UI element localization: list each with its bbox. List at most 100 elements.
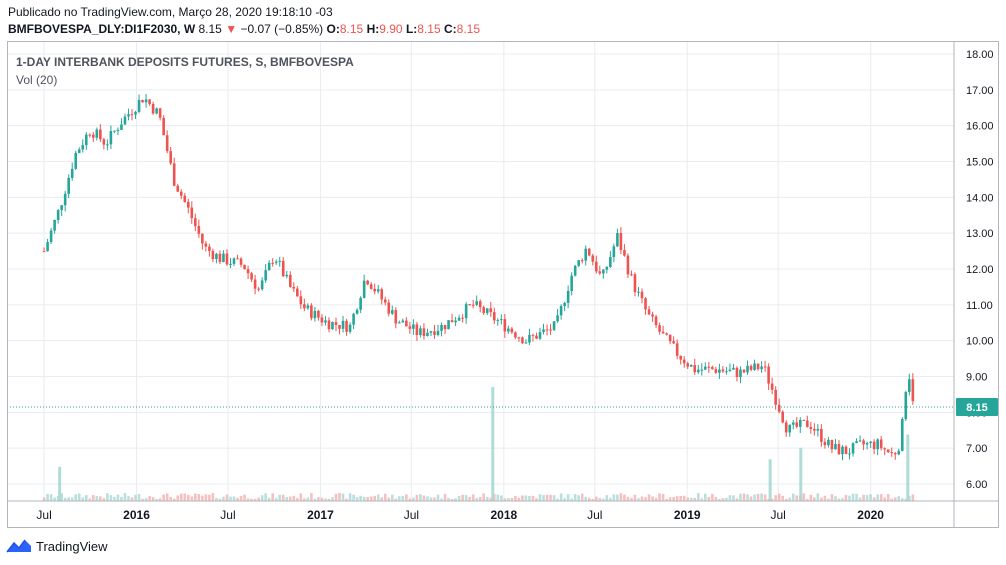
y-tick-label: 18.00 (966, 49, 994, 61)
volume-bar (81, 497, 85, 501)
candle-body (405, 320, 408, 327)
candle-body (749, 365, 753, 370)
y-tick-label: 15.00 (966, 157, 994, 169)
volume-bar (580, 493, 584, 501)
candle-body (471, 304, 475, 306)
volume-bar (70, 497, 74, 501)
volume-bar (725, 497, 728, 501)
volume-bar (816, 493, 820, 501)
volume-bar (721, 498, 725, 501)
volume-bar (327, 498, 331, 501)
volume-bar (109, 495, 113, 501)
volume-bar (222, 496, 225, 501)
candle-body (644, 298, 647, 310)
candle-body (485, 308, 489, 314)
volume-bar (246, 498, 250, 501)
candle-body (74, 152, 78, 169)
candle-body (718, 369, 721, 373)
candle-body (798, 419, 802, 427)
candle-body (521, 337, 524, 344)
volume-bar (813, 497, 816, 501)
low-value: 8.15 (417, 22, 441, 36)
volume-bar (179, 493, 183, 501)
symbol-name[interactable]: BMFBOVESPA_DLY:DI1F2030, W (8, 22, 196, 36)
volume-bar (566, 494, 570, 501)
candle-body (605, 266, 609, 270)
high-value: 9.90 (379, 22, 403, 36)
volume-bar (211, 493, 215, 501)
volume-bar (106, 493, 109, 501)
x-tick-label: Jul (587, 508, 602, 522)
candle-body (668, 334, 672, 342)
candle-body (742, 369, 746, 373)
volume-bar (92, 495, 95, 501)
volume-bar (299, 493, 303, 501)
volume-bar (63, 497, 67, 501)
last-price-label: 8.15 (966, 402, 987, 414)
candle-body (84, 134, 88, 146)
volume-bar (77, 493, 81, 501)
candle-body (408, 326, 412, 329)
volume-bar (830, 494, 834, 501)
candle-body (274, 261, 278, 263)
candle-body (813, 428, 816, 431)
price-change: −0.07 (−0.85%) (240, 22, 324, 36)
volume-bar (573, 494, 577, 501)
candle-body (158, 108, 162, 118)
tradingview-brand: TradingView (36, 538, 108, 554)
volume-bar (148, 496, 151, 501)
candle-body (640, 291, 644, 299)
volume-bar (260, 495, 264, 501)
x-tick-label: 2017 (307, 508, 334, 522)
candle-body (602, 269, 605, 274)
candle-body (106, 144, 109, 146)
volume-bar (369, 496, 373, 501)
volume-bar (264, 493, 267, 501)
candle-body (264, 270, 267, 281)
volume-bar (598, 498, 602, 501)
volume-bar (524, 495, 528, 501)
candle-body (215, 253, 218, 260)
candle-body (232, 258, 236, 264)
volume-bar (359, 495, 362, 501)
volume-bar (735, 498, 739, 501)
volume-bar (88, 498, 92, 501)
volume-bar (626, 496, 630, 501)
tradingview-footer[interactable]: TradingView (6, 538, 108, 554)
volume-bar (285, 496, 289, 501)
volume-bar (770, 498, 774, 501)
x-tick-label: Jul (36, 508, 51, 522)
candle-body (848, 453, 851, 455)
candle-body (696, 369, 700, 373)
candle-body (834, 443, 837, 450)
candle-body (865, 442, 869, 445)
candle-body (619, 233, 623, 251)
y-tick-label: 13.00 (966, 228, 994, 240)
volume-bar (42, 497, 46, 501)
candle-body (851, 443, 855, 454)
candle-body (331, 322, 334, 330)
candle-body (784, 422, 788, 433)
candle-body (559, 306, 563, 316)
volume-bar (679, 496, 682, 501)
candle-body (201, 233, 204, 244)
candle-body (538, 332, 542, 339)
candle-body (99, 129, 102, 140)
price-chart[interactable]: 6.007.008.009.0010.0011.0012.0013.0014.0… (7, 41, 999, 528)
candle-body (774, 389, 777, 405)
x-tick-label: 2020 (857, 508, 884, 522)
volume-bar (834, 496, 837, 501)
volume-bar (120, 496, 123, 501)
candle-body (229, 263, 232, 265)
volume-bar (823, 495, 827, 501)
volume-bar (464, 495, 468, 501)
candle-body (208, 246, 211, 251)
volume-bar (278, 494, 282, 501)
volume-bar (862, 494, 865, 501)
candle-body (288, 274, 292, 287)
candle-body (816, 428, 820, 431)
volume-bar (183, 493, 187, 501)
candle-body (535, 335, 538, 339)
volume-bar (500, 495, 503, 501)
volume-bar (155, 498, 158, 501)
